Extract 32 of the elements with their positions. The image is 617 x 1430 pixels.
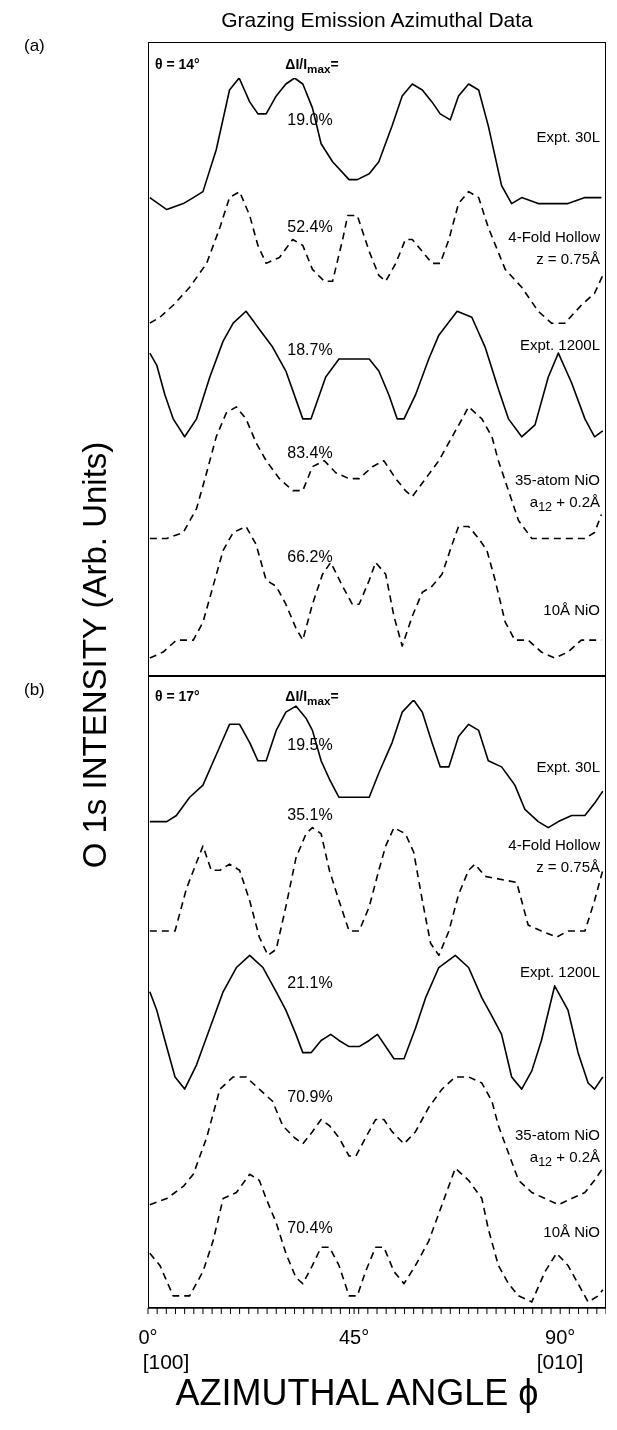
x-axis-title: AZIMUTHAL ANGLE ϕ bbox=[175, 1372, 539, 1414]
chart-title: Grazing Emission Azimuthal Data bbox=[220, 8, 534, 32]
text: Expt. 30L bbox=[535, 127, 600, 147]
annotation: 66.2% bbox=[287, 547, 333, 567]
series-label: Expt. 1200L bbox=[518, 335, 600, 355]
series-label: 35-atom NiO a$_{12}$ + 0.2Å bbox=[513, 470, 600, 516]
annotation: 70.4% bbox=[287, 1218, 333, 1238]
x-tick-label: 90° bbox=[545, 1326, 576, 1348]
series-label: Expt. 1200L bbox=[518, 962, 600, 982]
annotation: 83.4% bbox=[287, 443, 333, 463]
text: ΔI/I$_{max}$= bbox=[285, 56, 339, 76]
series-label: 4-Fold Hollow z = 0.75Å bbox=[507, 227, 600, 269]
text: (a) bbox=[24, 36, 45, 57]
annotation: 35.1% bbox=[287, 805, 333, 825]
text: [010] bbox=[536, 1349, 584, 1375]
annotation: 70.9% bbox=[287, 1087, 333, 1107]
y-axis-title: O 1s INTENSITY (Arb. Units) bbox=[75, 440, 114, 871]
series-label: 4-Fold Hollow z = 0.75Å bbox=[507, 835, 600, 877]
annotation: 21.1% bbox=[287, 973, 333, 993]
x-tick-label: 45° bbox=[338, 1326, 370, 1348]
text: (b) bbox=[24, 680, 45, 701]
annotation: ΔI/I$_{max}$= bbox=[285, 688, 339, 708]
series-label: 10Å NiO bbox=[542, 1222, 600, 1242]
annotation: 52.4% bbox=[287, 217, 333, 237]
series-label: 35-atom NiO a$_{12}$ + 0.2Å bbox=[513, 1125, 600, 1171]
text: θ = 14° bbox=[155, 56, 200, 73]
text: [100] bbox=[142, 1349, 190, 1375]
series-label: Expt. 30L bbox=[535, 757, 600, 777]
annotation: 18.7% bbox=[287, 340, 333, 360]
series-label: 10Å NiO bbox=[542, 600, 600, 620]
annotation: θ = 17° bbox=[155, 688, 200, 705]
x-tick-label: 0° bbox=[138, 1326, 158, 1348]
